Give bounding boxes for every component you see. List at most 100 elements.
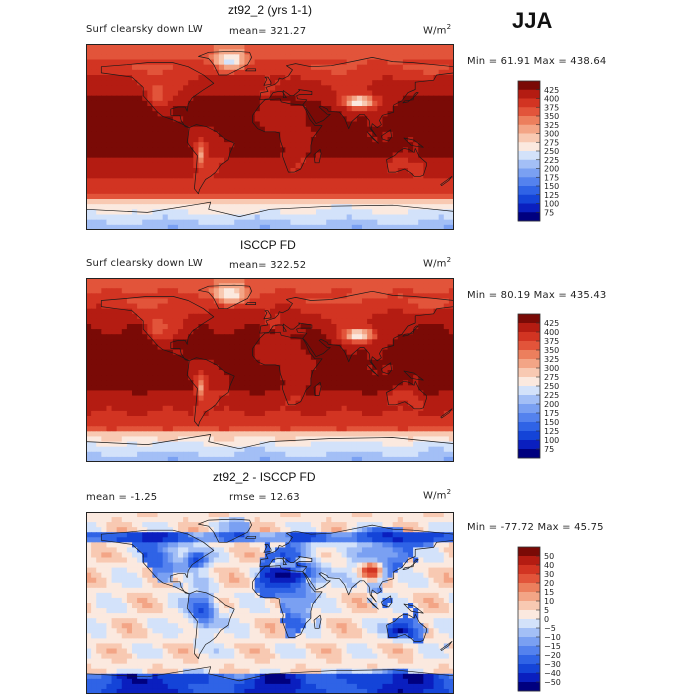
heatmap-cell: [382, 90, 389, 97]
heatmap-cell: [270, 173, 276, 179]
heatmap-cell: [224, 214, 230, 221]
heatmap-cell: [101, 354, 108, 361]
heatmap-cell: [443, 329, 450, 335]
heatmap-cell: [372, 64, 378, 71]
heatmap-cell: [208, 90, 215, 97]
heatmap-cell: [162, 288, 169, 294]
heatmap-cell: [121, 395, 128, 402]
heatmap-cell: [310, 400, 317, 407]
heatmap-cell: [167, 44, 174, 50]
heatmap-cell: [147, 416, 154, 422]
heatmap-cell: [213, 183, 220, 190]
heatmap-cell: [106, 385, 113, 392]
heatmap-cell: [270, 224, 276, 230]
heatmap-cell: [310, 59, 317, 66]
heatmap-cell: [305, 121, 312, 128]
heatmap-cell: [264, 224, 271, 230]
heatmap-cell: [356, 80, 363, 86]
heatmap-cell: [423, 199, 430, 205]
heatmap-cell: [259, 344, 266, 351]
heatmap-cell: [408, 313, 414, 320]
heatmap-cell: [382, 116, 389, 123]
heatmap-cell: [356, 278, 363, 284]
heatmap-cell: [91, 308, 97, 315]
heatmap-cell: [275, 436, 281, 443]
heatmap-cell: [356, 183, 363, 190]
heatmap-cell: [172, 147, 179, 154]
heatmap-cell: [290, 147, 297, 154]
heatmap-cell: [331, 162, 338, 169]
heatmap-cell: [96, 100, 102, 107]
coastline: [366, 131, 379, 144]
heatmap-cell: [408, 324, 414, 330]
coastline: [263, 76, 272, 86]
heatmap-cell: [91, 121, 97, 128]
heatmap-cell: [188, 116, 194, 123]
heatmap-cell: [336, 193, 343, 200]
heatmap-cell: [402, 298, 409, 305]
heatmap-cell: [377, 375, 384, 381]
heatmap-cell: [423, 116, 430, 123]
heatmap-cell: [387, 370, 394, 376]
heatmap-cell: [147, 75, 154, 81]
heatmap-cell: [121, 80, 128, 86]
heatmap-cell: [254, 173, 261, 179]
heatmap-cell: [280, 431, 286, 438]
heatmap-cell: [377, 410, 384, 417]
heatmap-cell: [290, 64, 297, 71]
heatmap-cell: [111, 111, 118, 117]
heatmap-cell: [101, 95, 108, 102]
heatmap-cell: [213, 410, 220, 417]
heatmap-cell: [178, 137, 184, 143]
heatmap-cell: [372, 178, 378, 185]
heatmap-cell: [367, 283, 373, 289]
heatmap-cell: [362, 318, 368, 325]
heatmap-cell: [254, 95, 261, 102]
heatmap-cell: [126, 162, 133, 169]
heatmap-cell: [178, 75, 184, 81]
heatmap-cell: [346, 69, 353, 76]
heatmap-cell: [331, 199, 338, 205]
heatmap-cell: [392, 95, 399, 102]
heatmap-cell: [218, 95, 225, 102]
heatmap-cell: [244, 178, 251, 185]
heatmap-cell: [290, 298, 297, 305]
heatmap-cell: [229, 157, 235, 164]
heatmap-cell: [443, 204, 450, 210]
heatmap-cell: [167, 283, 174, 289]
heatmap-cell: [188, 85, 194, 92]
heatmap-cell: [387, 380, 394, 386]
heatmap-cell: [413, 188, 419, 195]
heatmap-cell: [402, 359, 409, 366]
heatmap-cell: [290, 59, 297, 66]
heatmap-cell: [372, 85, 378, 92]
heatmap-cell: [305, 354, 312, 361]
heatmap-cell: [310, 157, 317, 164]
heatmap-cell: [418, 410, 424, 417]
heatmap-cell: [408, 157, 414, 164]
heatmap-cell: [321, 116, 327, 123]
heatmap-cell: [413, 100, 419, 107]
heatmap-cell: [244, 308, 251, 315]
heatmap-cell: [413, 152, 419, 159]
heatmap-cell: [172, 157, 179, 164]
heatmap-cell: [448, 405, 454, 412]
heatmap-cell: [224, 283, 230, 289]
heatmap-cell: [264, 44, 271, 50]
heatmap-cell: [300, 431, 307, 438]
heatmap-cell: [121, 298, 128, 305]
heatmap-cell: [178, 375, 184, 381]
heatmap-cell: [285, 344, 292, 351]
heatmap-cell: [438, 339, 445, 346]
heatmap-cell: [402, 168, 409, 174]
heatmap-cell: [423, 173, 430, 179]
heatmap-cell: [254, 410, 261, 417]
heatmap-cell: [218, 173, 225, 179]
heatmap-cell: [270, 95, 276, 102]
heatmap-cell: [132, 416, 138, 422]
heatmap-cell: [402, 426, 409, 432]
coastline: [259, 57, 454, 137]
heatmap-cell: [310, 278, 317, 284]
heatmap-cell: [213, 106, 220, 112]
heatmap-cell: [178, 395, 184, 402]
